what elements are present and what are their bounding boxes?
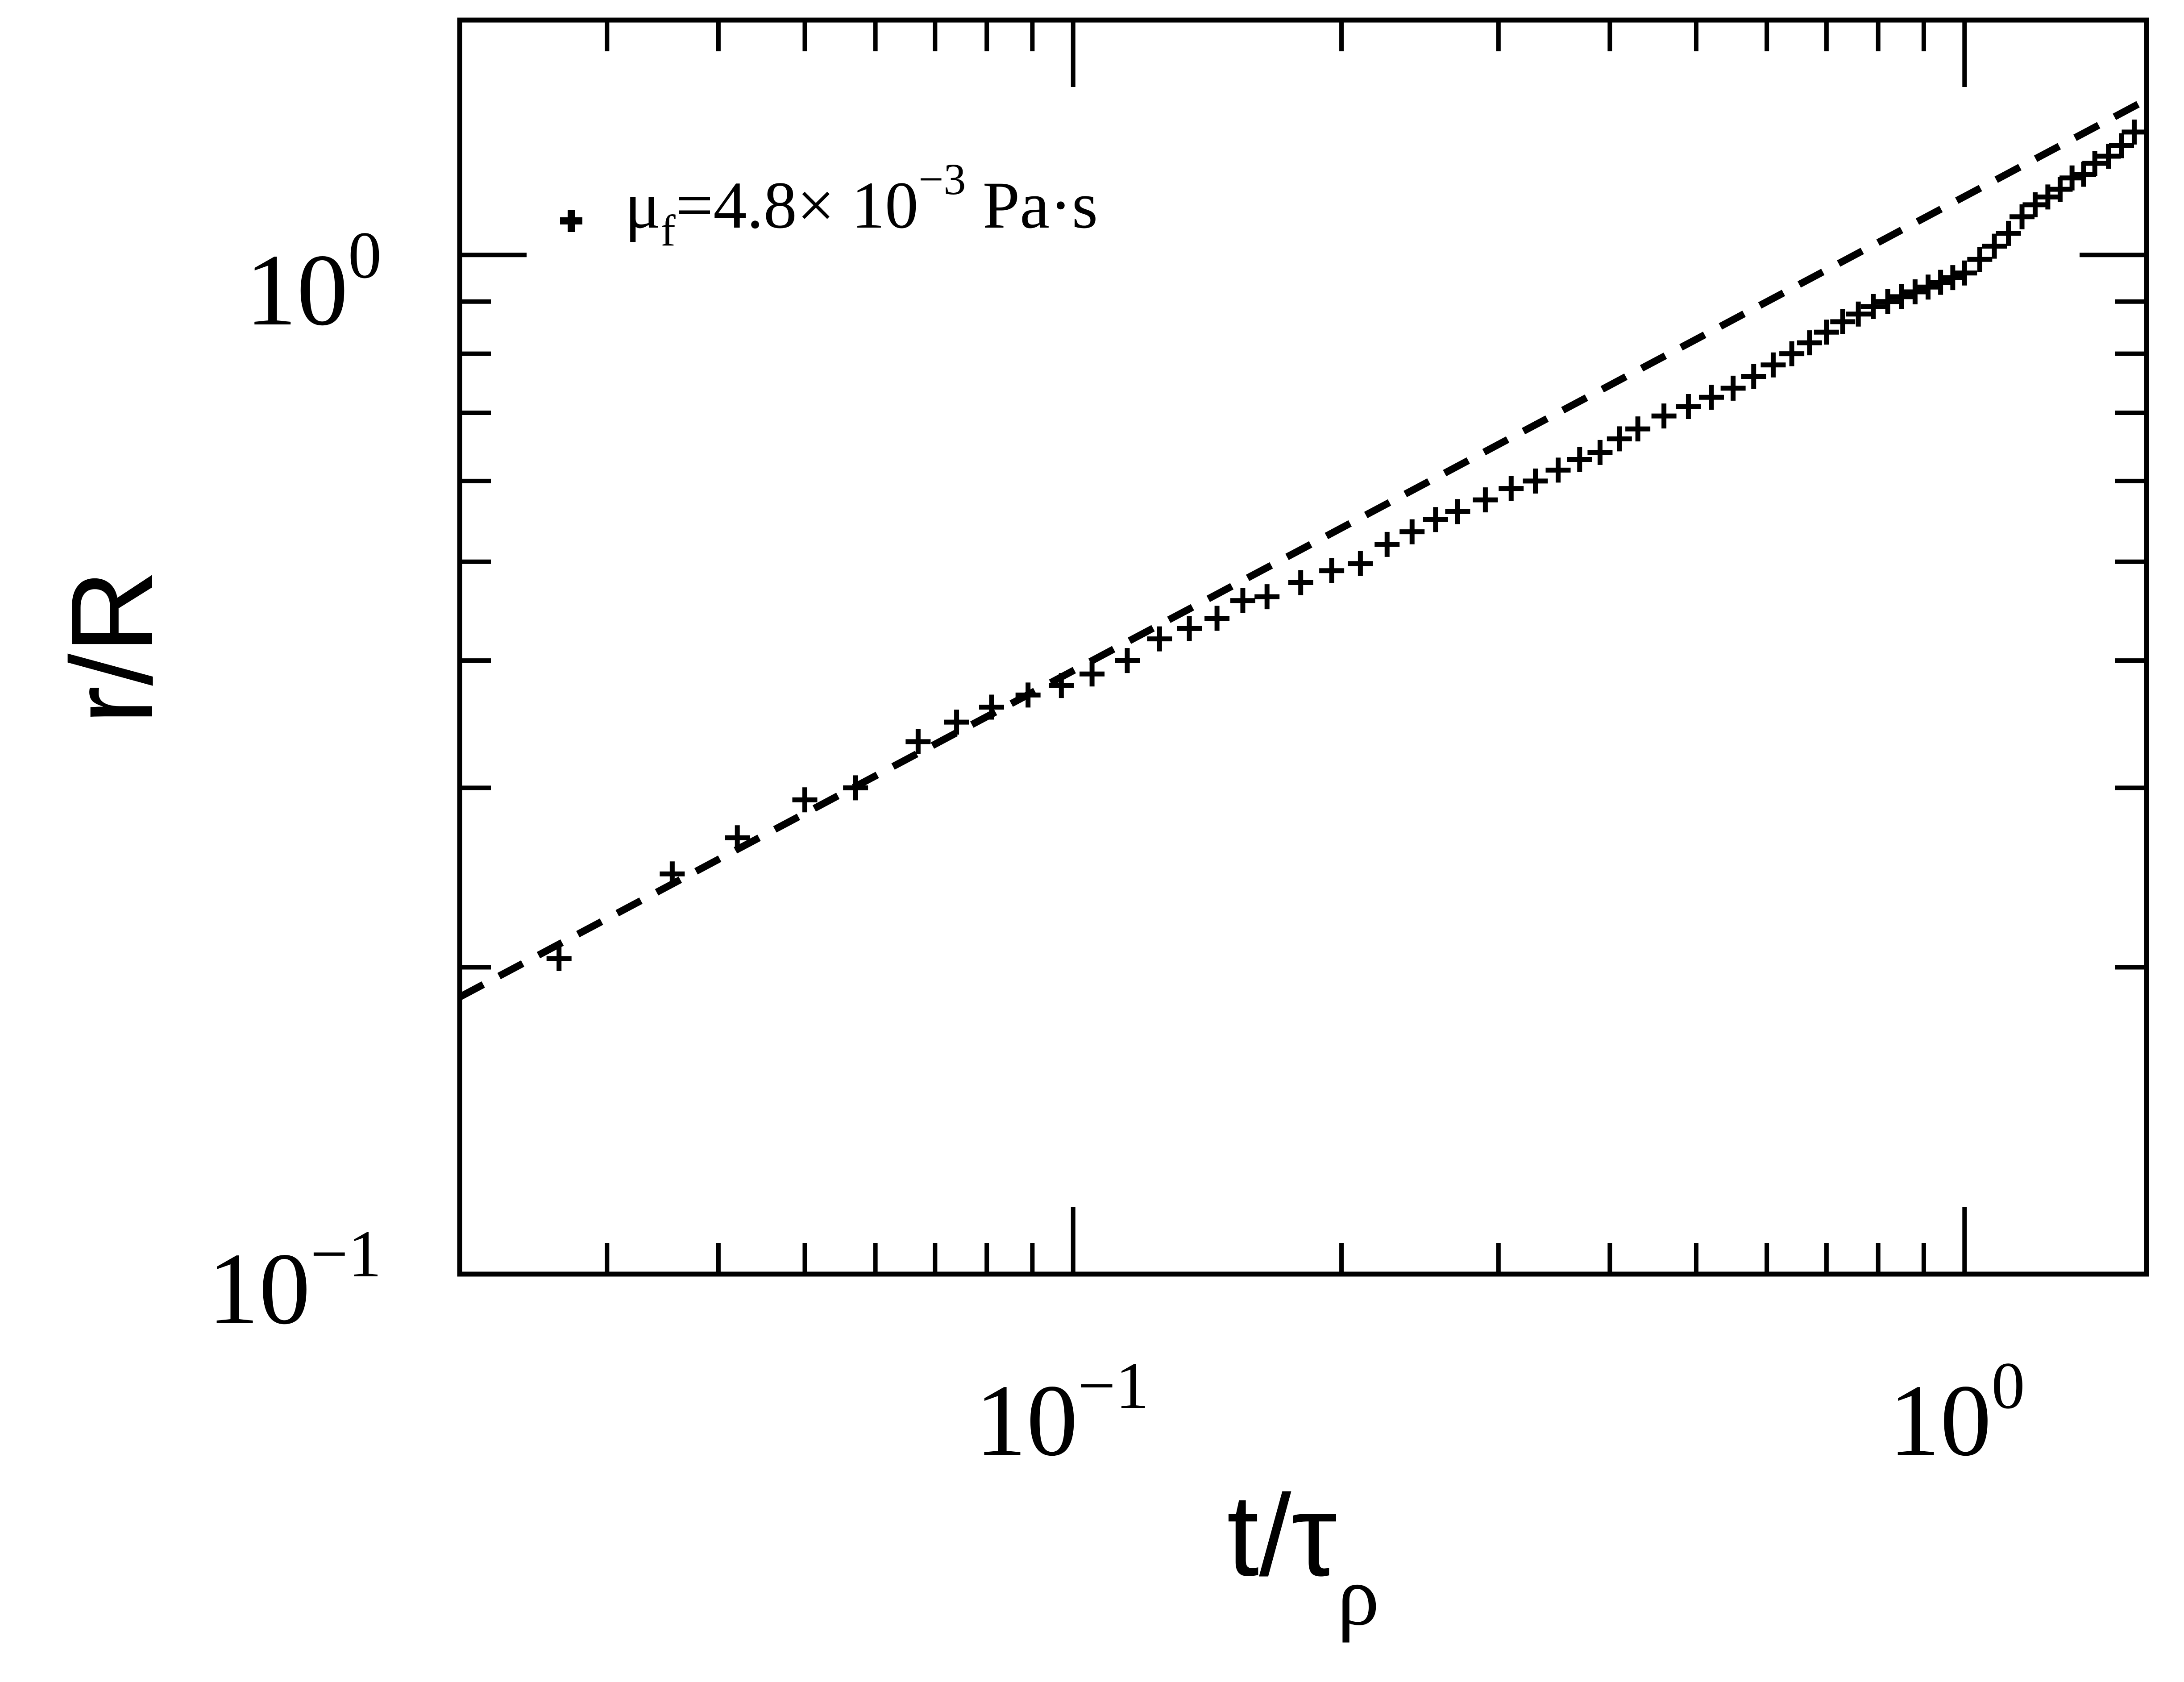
x-axis-label: t/τρ: [1227, 1471, 1379, 1643]
data-point-marker: [1049, 673, 1074, 698]
data-point-marker: [1720, 375, 1746, 401]
data-markers-layer: [546, 119, 2147, 971]
data-point-marker: [944, 710, 969, 735]
data-point-marker: [1254, 584, 1280, 610]
data-point-marker: [1147, 626, 1172, 652]
y-tick-label-top: 100: [245, 218, 382, 347]
plot-frame: [457, 17, 2149, 1277]
data-point-marker: [1445, 499, 1470, 524]
data-point-marker: [1967, 247, 1993, 272]
data-point-marker: [2096, 143, 2121, 169]
data-point-marker: [905, 729, 931, 754]
data-point-marker: [1399, 519, 1425, 544]
data-point-marker: [1928, 270, 1953, 295]
data-point-marker: [2122, 119, 2147, 145]
data-point-marker: [1952, 260, 1977, 286]
data-point-marker: [1374, 532, 1400, 557]
data-point-marker: [1889, 284, 1914, 309]
data-point-marker: [1797, 330, 1822, 356]
data-point-marker: [1204, 606, 1230, 631]
data-point-marker: [2109, 133, 2134, 158]
data-point-marker: [1545, 457, 1571, 483]
data-point-marker: [1860, 294, 1886, 319]
data-point-marker: [979, 694, 1004, 720]
data-point-marker: [1779, 341, 1805, 366]
data-point-marker: [1814, 320, 1839, 345]
y-tick-label-bottom: 10−1: [208, 1217, 382, 1346]
data-point-marker: [2059, 165, 2085, 191]
data-point-marker: [2047, 177, 2073, 202]
data-point-marker: [1015, 682, 1041, 708]
data-point-marker: [1940, 265, 1965, 291]
data-point-marker: [1423, 507, 1448, 532]
data-point-marker: [1288, 570, 1313, 595]
data-point-marker: [1875, 289, 1901, 314]
data-point-marker: [1982, 233, 2007, 259]
dashed-fit-line-layer: [458, 96, 2148, 1001]
major-ticks: [460, 20, 2147, 1276]
data-point-marker: [2082, 150, 2108, 176]
data-point-marker: [1319, 558, 1345, 583]
data-point-marker: [843, 775, 868, 801]
data-point-marker: [2071, 162, 2097, 187]
data-point-marker: [1499, 476, 1524, 501]
x-tick-label-right: 100: [1889, 1349, 2025, 1477]
data-point-marker: [1473, 487, 1498, 513]
data-point-marker: [1607, 426, 1632, 452]
data-point-marker: [1996, 220, 2021, 246]
data-point-marker: [1915, 274, 1941, 300]
legend-marker: [560, 210, 582, 232]
y-axis-label: r/R: [47, 570, 177, 725]
data-point-marker: [1348, 551, 1373, 576]
legend-label: μf=4.8× 10−3 Pa·s: [625, 154, 1098, 255]
data-point-marker: [1625, 416, 1651, 442]
data-point-marker: [1587, 440, 1613, 465]
data-point-marker: [1830, 309, 1856, 334]
data-point-marker: [792, 787, 818, 813]
data-point-marker: [1115, 648, 1140, 673]
data-point-marker: [1080, 661, 1105, 687]
data-point-marker: [725, 825, 750, 851]
data-point-marker: [1651, 403, 1677, 429]
data-point-marker: [660, 861, 685, 887]
legend: μf=4.8× 10−3 Pa·s: [560, 154, 1098, 255]
data-point-marker: [1902, 279, 1928, 304]
data-point-marker: [1177, 616, 1202, 641]
data-point-marker: [2010, 204, 2035, 229]
data-point-marker: [1698, 385, 1724, 410]
data-point-marker: [1567, 447, 1592, 472]
data-point-marker: [1741, 364, 1766, 389]
data-point-marker: [1523, 468, 1548, 494]
data-point-marker: [1676, 394, 1701, 419]
data-point-marker: [2022, 192, 2048, 217]
data-point-marker: [1230, 588, 1255, 613]
data-point-marker: [1760, 352, 1786, 378]
minor-ticks: [460, 20, 2147, 1274]
data-point-marker: [546, 946, 572, 971]
data-point-marker: [1846, 301, 1871, 327]
dashed-fit-line: [458, 96, 2148, 1001]
x-tick-label-left: 10−1: [975, 1349, 1149, 1477]
